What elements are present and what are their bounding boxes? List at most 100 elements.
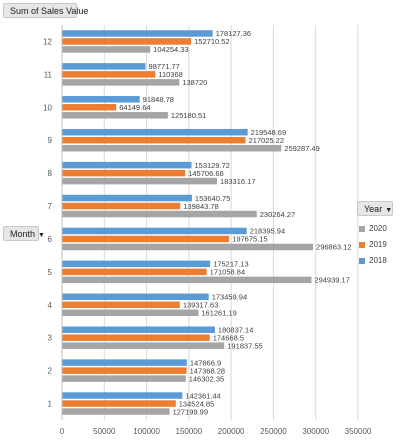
data-label: 197675.15: [232, 235, 267, 244]
bar-2019-2: [62, 367, 187, 374]
data-label: 139317.63: [183, 301, 218, 310]
data-label: 171058.84: [210, 268, 245, 277]
caret-down-icon: ▼: [38, 232, 45, 239]
data-label: 161261.19: [201, 309, 236, 318]
bar-2018-5: [62, 260, 211, 268]
bar-2019-8: [62, 169, 186, 177]
data-label: 98771.77: [149, 62, 180, 71]
data-label: 174668.5: [213, 333, 244, 342]
column-field-button[interactable]: Year ▼: [357, 201, 393, 216]
x-tick-label: 50000: [93, 427, 116, 436]
legend-label-2020: 2020: [369, 224, 387, 233]
legend-item-2020: 2020: [359, 224, 387, 233]
bar-2019-12: [62, 38, 192, 45]
data-label: 230264.27: [260, 210, 295, 219]
data-label: 153129.72: [195, 161, 230, 170]
data-label: 64149.64: [119, 103, 150, 112]
bar-2019-4: [62, 301, 180, 309]
legend-title: Year: [364, 204, 383, 214]
data-label: 147368.28: [190, 366, 225, 375]
data-label: 110368: [158, 70, 182, 79]
y-tick-label: 8: [48, 169, 53, 178]
bar-2020-5: [62, 276, 312, 284]
data-label: 296863.12: [316, 243, 351, 252]
row-field-label: Month: [10, 229, 36, 239]
y-tick-label: 7: [48, 202, 53, 211]
y-tick-label: 4: [48, 301, 53, 310]
bar-2018-10: [62, 96, 140, 103]
data-label: 145706.68: [188, 169, 223, 178]
legend-item-2019: 2019: [359, 240, 387, 249]
bar-2020-10: [62, 112, 168, 119]
bar-2019-1: [62, 400, 176, 407]
x-tick-label: 200000: [218, 427, 245, 436]
data-label: 152710.52: [194, 37, 229, 46]
x-tick-label: 300000: [302, 427, 329, 436]
bar-2019-9: [62, 136, 246, 144]
y-tick-label: 5: [48, 268, 53, 277]
y-tick-label: 6: [48, 235, 53, 244]
legend-item-2018: 2018: [359, 256, 387, 265]
y-tick-label: 1: [48, 400, 53, 409]
bar-2019-7: [62, 202, 181, 210]
row-field-button[interactable]: Month ▼: [3, 226, 45, 241]
bar-2020-1: [62, 408, 170, 415]
bar-2018-8: [62, 161, 192, 169]
data-label: 139843.78: [183, 202, 218, 211]
x-tick-label: 250000: [260, 427, 287, 436]
y-tick-label: 12: [43, 37, 52, 46]
bar-2019-10: [62, 104, 117, 111]
data-label: 134524.85: [179, 399, 214, 408]
bar-2020-2: [62, 375, 186, 382]
bars: [62, 30, 314, 415]
bar-2019-5: [62, 268, 207, 276]
value-field-button[interactable]: Sum of Sales Value: [3, 3, 88, 18]
data-label: 142361.44: [185, 391, 220, 400]
bar-2020-8: [62, 177, 218, 185]
y-tick-label: 2: [48, 367, 53, 376]
x-tick-label: 100000: [133, 427, 160, 436]
bar-2020-9: [62, 144, 282, 152]
data-label: 153640.75: [195, 194, 230, 203]
legend-swatch-2020: [359, 225, 365, 232]
data-label: 146302.35: [189, 374, 224, 383]
data-label: 219548.69: [251, 128, 286, 137]
bar-2018-6: [62, 227, 247, 235]
data-label: 173459.94: [212, 293, 247, 302]
data-label: 91848.78: [143, 95, 174, 104]
bar-2018-2: [62, 359, 187, 366]
bar-2020-6: [62, 243, 314, 251]
value-field-label: Sum of Sales Value: [10, 6, 89, 16]
bar-2018-12: [62, 30, 213, 37]
bar-2018-4: [62, 293, 209, 301]
legend-swatch-2018: [359, 257, 365, 264]
bar-2019-6: [62, 235, 230, 243]
bar-2018-9: [62, 128, 248, 136]
bar-2020-11: [62, 79, 180, 86]
y-tick-label: 11: [44, 70, 53, 79]
bar-2018-11: [62, 63, 146, 70]
data-label: 294939.17: [314, 276, 349, 285]
data-label: 191837.55: [227, 341, 262, 350]
bar-2018-3: [62, 326, 215, 333]
data-label: 259287.49: [284, 144, 319, 153]
data-label: 180837.14: [218, 325, 253, 334]
bar-2018-1: [62, 392, 183, 399]
legend-label-2018: 2018: [369, 256, 387, 265]
caret-down-icon: ▼: [385, 207, 393, 214]
gridlines: [61, 25, 359, 420]
y-tick-label: 10: [43, 103, 52, 112]
data-label: 104254.33: [153, 45, 188, 54]
x-tick-label: 150000: [176, 427, 203, 436]
legend-swatch-2019: [359, 241, 365, 248]
data-label: 217025.22: [249, 136, 284, 145]
bar-2018-7: [62, 194, 192, 202]
data-label: 178127.36: [216, 29, 251, 38]
data-label: 218395.94: [250, 227, 285, 236]
data-label: 125180.51: [171, 111, 206, 120]
data-label: 127199.99: [173, 407, 208, 416]
bar-2020-7: [62, 210, 257, 218]
legend-label-2019: 2019: [369, 240, 387, 249]
